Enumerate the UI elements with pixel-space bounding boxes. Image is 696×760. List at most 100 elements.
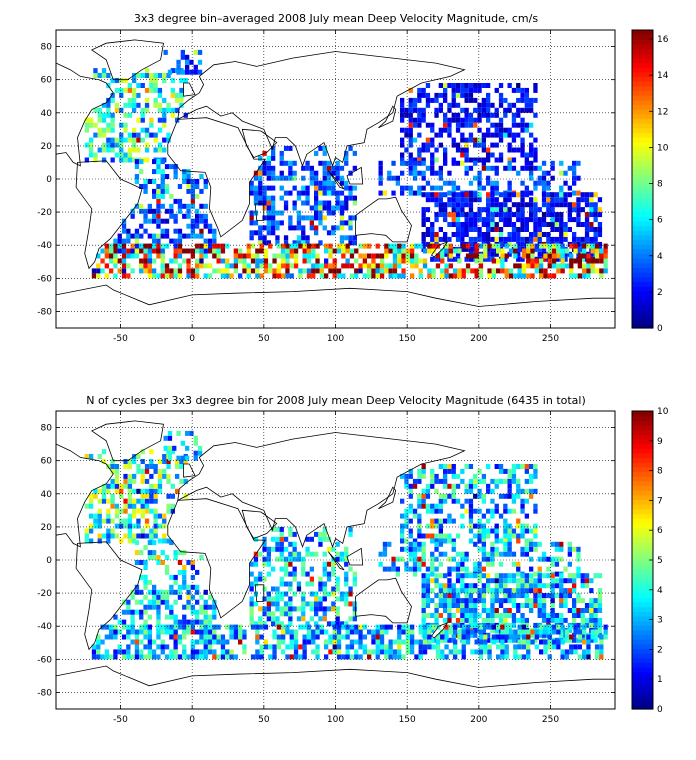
bin-cell <box>421 170 426 176</box>
bin-cell <box>397 639 402 645</box>
bin-cell <box>121 263 127 269</box>
bin-cell <box>195 589 200 595</box>
bin-cell <box>603 253 608 259</box>
bin-cell <box>302 268 307 274</box>
bin-cell <box>477 87 482 93</box>
bin-cell <box>195 258 200 264</box>
bin-cell <box>238 634 243 640</box>
bin-cell <box>468 498 474 504</box>
bin-cell <box>516 608 521 613</box>
bin-cell <box>157 473 163 479</box>
bin-cell <box>292 185 297 191</box>
bin-cell <box>564 629 570 635</box>
bin-cell <box>177 273 183 279</box>
bin-cell <box>473 603 478 608</box>
bin-cell <box>216 654 221 660</box>
bin-cell <box>537 598 542 604</box>
bin-cell <box>513 253 518 259</box>
colorbar-segment <box>632 480 653 487</box>
coastline <box>378 486 397 510</box>
bin-cell <box>314 195 319 201</box>
bin-cell <box>362 644 367 650</box>
bin-cell <box>279 581 284 587</box>
bin-cell <box>160 159 165 165</box>
bin-cell <box>349 263 355 269</box>
bin-cell <box>262 185 267 191</box>
bin-cell <box>448 649 453 655</box>
bin-cell <box>440 258 445 264</box>
bin-cell <box>477 207 482 213</box>
bin-cell <box>576 551 581 557</box>
bin-cell <box>468 613 474 618</box>
bin-cell <box>212 614 217 620</box>
bin-cell <box>576 556 581 562</box>
bin-cell <box>164 164 170 170</box>
bin-cell <box>371 253 376 259</box>
bin-cell <box>127 533 132 539</box>
bin-cell <box>279 185 284 191</box>
bin-cell <box>164 654 170 660</box>
bin-cell <box>422 649 428 655</box>
bin-cell <box>464 97 469 103</box>
colorbar-segment <box>632 244 653 250</box>
bin-cell <box>275 616 280 622</box>
bin-cell <box>586 654 591 660</box>
bin-cell <box>547 263 552 269</box>
bin-cell <box>84 538 89 544</box>
bin-cell <box>410 649 415 655</box>
bin-cell <box>563 197 568 203</box>
bin-cell <box>144 142 150 148</box>
colorbar-tick-label: 8 <box>657 467 663 477</box>
bin-cell <box>318 160 323 166</box>
bin-cell <box>524 227 529 232</box>
bin-cell <box>388 273 393 279</box>
bin-cell <box>507 483 512 489</box>
bin-cell <box>451 593 456 599</box>
bin-cell <box>425 573 431 579</box>
bin-cell <box>149 132 154 138</box>
bin-cell <box>603 258 608 264</box>
bin-cell <box>465 639 471 645</box>
bin-cell <box>136 464 141 469</box>
bin-cell <box>336 273 342 279</box>
bin-cell <box>417 561 422 567</box>
bin-cell <box>498 217 504 223</box>
bin-cell <box>354 629 359 635</box>
bin-cell <box>182 565 187 570</box>
bin-cell <box>468 593 474 599</box>
bin-cell <box>447 533 452 539</box>
bin-cell <box>233 268 238 274</box>
bin-cell <box>339 180 345 186</box>
bin-cell <box>478 639 484 645</box>
bin-cell <box>534 263 539 269</box>
bin-cell <box>539 639 544 645</box>
bin-cell <box>559 573 564 579</box>
bin-cell <box>311 253 316 259</box>
bin-cell <box>339 200 345 206</box>
bin-cell <box>132 137 137 143</box>
bin-cell <box>572 617 577 623</box>
bin-cell <box>567 588 572 594</box>
bin-cell <box>539 629 544 635</box>
bin-cell <box>507 127 512 133</box>
bin-cell <box>238 629 243 635</box>
bin-cell <box>156 614 161 620</box>
bin-cell <box>443 217 448 223</box>
bin-cell <box>427 629 432 635</box>
bin-cell <box>410 243 415 249</box>
bin-cell <box>443 573 448 579</box>
bin-cell <box>266 561 271 567</box>
colorbar-segment <box>632 634 653 640</box>
bin-cell <box>526 629 531 635</box>
bin-cell <box>410 634 415 640</box>
bin-cell <box>173 654 178 660</box>
bin-cell <box>576 212 581 218</box>
bin-cell <box>336 248 342 254</box>
bin-cell <box>490 142 495 148</box>
bin-cell <box>421 241 426 247</box>
bin-cell <box>533 97 538 103</box>
bin-cell <box>507 593 512 599</box>
bin-cell <box>412 566 418 572</box>
bin-cell <box>352 240 357 246</box>
bin-cell <box>93 132 98 138</box>
